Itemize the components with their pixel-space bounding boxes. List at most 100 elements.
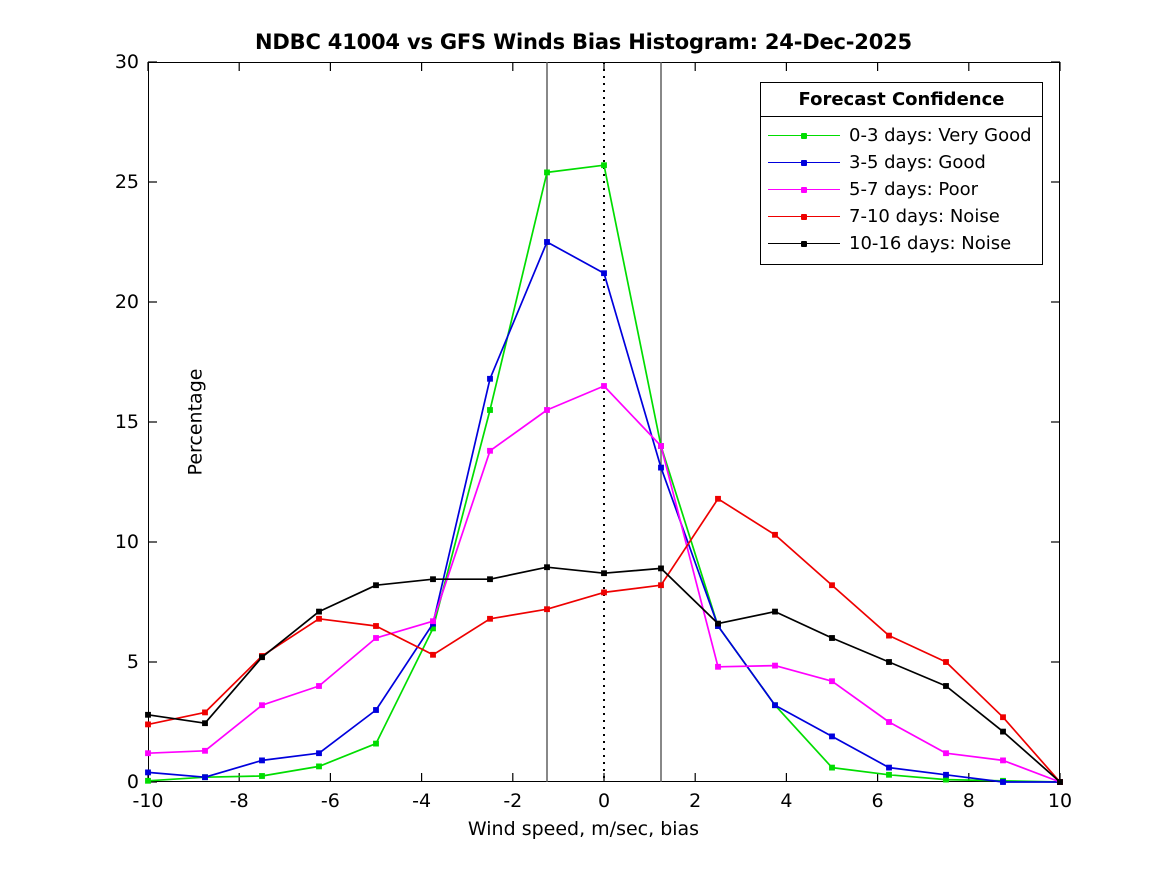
data-point: [943, 776, 949, 783]
chart-title: NDBC 41004 vs GFS Winds Bias Histogram: …: [255, 30, 912, 54]
y-axis-label: Percentage: [184, 368, 207, 476]
legend-item-label: 5-7 days: Poor: [849, 179, 979, 200]
data-point: [202, 720, 208, 727]
data-point: [943, 659, 949, 665]
y-tick-label: 30: [114, 51, 139, 73]
y-tick-label: 0: [126, 771, 139, 793]
legend-marker: [801, 213, 807, 220]
data-point: [544, 606, 550, 613]
data-point: [316, 750, 322, 757]
x-tick-label: 4: [780, 790, 793, 812]
data-point: [259, 702, 265, 709]
data-point: [430, 651, 436, 658]
data-point: [544, 239, 550, 245]
data-point: [487, 576, 493, 583]
data-point: [829, 764, 835, 771]
data-point: [658, 464, 664, 471]
legend-swatch-icon: [768, 210, 840, 224]
legend-item-label: 7-10 days: Noise: [849, 206, 1000, 227]
data-point: [487, 447, 493, 454]
data-point: [886, 659, 892, 665]
x-tick-label: -6: [320, 790, 340, 812]
data-point: [715, 663, 721, 670]
data-point: [259, 757, 265, 764]
data-point: [259, 654, 265, 661]
x-tick-label: 10: [1047, 790, 1073, 812]
legend-title: Forecast Confidence: [761, 83, 1042, 117]
data-point: [316, 608, 322, 615]
x-tick-label: 8: [962, 790, 975, 812]
data-point: [1057, 779, 1063, 785]
x-tick-label: -4: [412, 790, 432, 812]
data-point: [544, 564, 550, 571]
data-point: [1000, 779, 1006, 785]
legend: Forecast Confidence 0-3 days: Very Good 3…: [760, 82, 1043, 265]
x-tick-label: -8: [229, 790, 249, 812]
data-point: [658, 582, 664, 589]
data-point: [487, 615, 493, 622]
legend-marker: [801, 240, 807, 247]
data-point: [487, 375, 493, 382]
data-point: [829, 635, 835, 641]
legend-marker: [801, 159, 807, 166]
data-point: [829, 678, 835, 685]
data-point: [715, 620, 721, 627]
legend-item-1[interactable]: 3-5 days: Good: [761, 149, 1042, 176]
y-tick-label: 20: [114, 291, 139, 313]
legend-item-4[interactable]: 10-16 days: Noise: [761, 230, 1042, 257]
data-point: [829, 733, 835, 740]
data-point: [373, 740, 379, 747]
data-point: [1000, 757, 1006, 764]
data-point: [430, 618, 436, 625]
data-point: [544, 407, 550, 413]
data-point: [601, 162, 607, 169]
data-point: [1000, 728, 1006, 735]
data-point: [145, 750, 151, 757]
data-point: [886, 719, 892, 725]
data-point: [373, 623, 379, 629]
data-point: [943, 771, 949, 778]
legend-swatch-icon: [768, 129, 840, 143]
data-point: [145, 721, 151, 728]
data-point: [601, 270, 607, 277]
data-point: [430, 576, 436, 583]
data-point: [373, 582, 379, 589]
y-tick-label: 25: [114, 171, 139, 193]
legend-item-label: 3-5 days: Good: [849, 152, 986, 173]
data-point: [886, 632, 892, 639]
data-point: [373, 707, 379, 713]
data-point: [772, 702, 778, 709]
legend-item-3[interactable]: 7-10 days: Noise: [761, 203, 1042, 230]
legend-item-0[interactable]: 0-3 days: Very Good: [761, 122, 1042, 149]
data-point: [316, 763, 322, 770]
data-point: [373, 635, 379, 641]
legend-marker: [801, 186, 807, 193]
data-point: [829, 582, 835, 589]
x-axis-label: Wind speed, m/sec, bias: [467, 818, 700, 840]
data-point: [202, 774, 208, 781]
x-tick-label: -10: [132, 790, 164, 812]
data-point: [772, 662, 778, 669]
series-line-2: [147, 385, 1061, 783]
legend-item-label: 10-16 days: Noise: [849, 233, 1012, 254]
data-point: [316, 615, 322, 622]
legend-item-2[interactable]: 5-7 days: Poor: [761, 176, 1042, 203]
data-point: [202, 709, 208, 716]
data-point: [658, 565, 664, 572]
data-point: [943, 683, 949, 689]
x-tick-label: 0: [597, 790, 611, 812]
y-tick-label: 5: [126, 651, 139, 673]
chart-canvas: [145, 61, 1063, 785]
legend-swatch-icon: [768, 237, 840, 251]
data-point: [544, 169, 550, 176]
legend-swatch-icon: [768, 156, 840, 170]
data-point: [886, 764, 892, 771]
data-point: [316, 683, 322, 689]
data-point: [487, 407, 493, 413]
data-point: [772, 608, 778, 615]
legend-marker: [801, 132, 807, 139]
x-tick-label: -2: [503, 790, 523, 812]
legend-swatch-icon: [768, 183, 840, 197]
data-point: [202, 747, 208, 754]
